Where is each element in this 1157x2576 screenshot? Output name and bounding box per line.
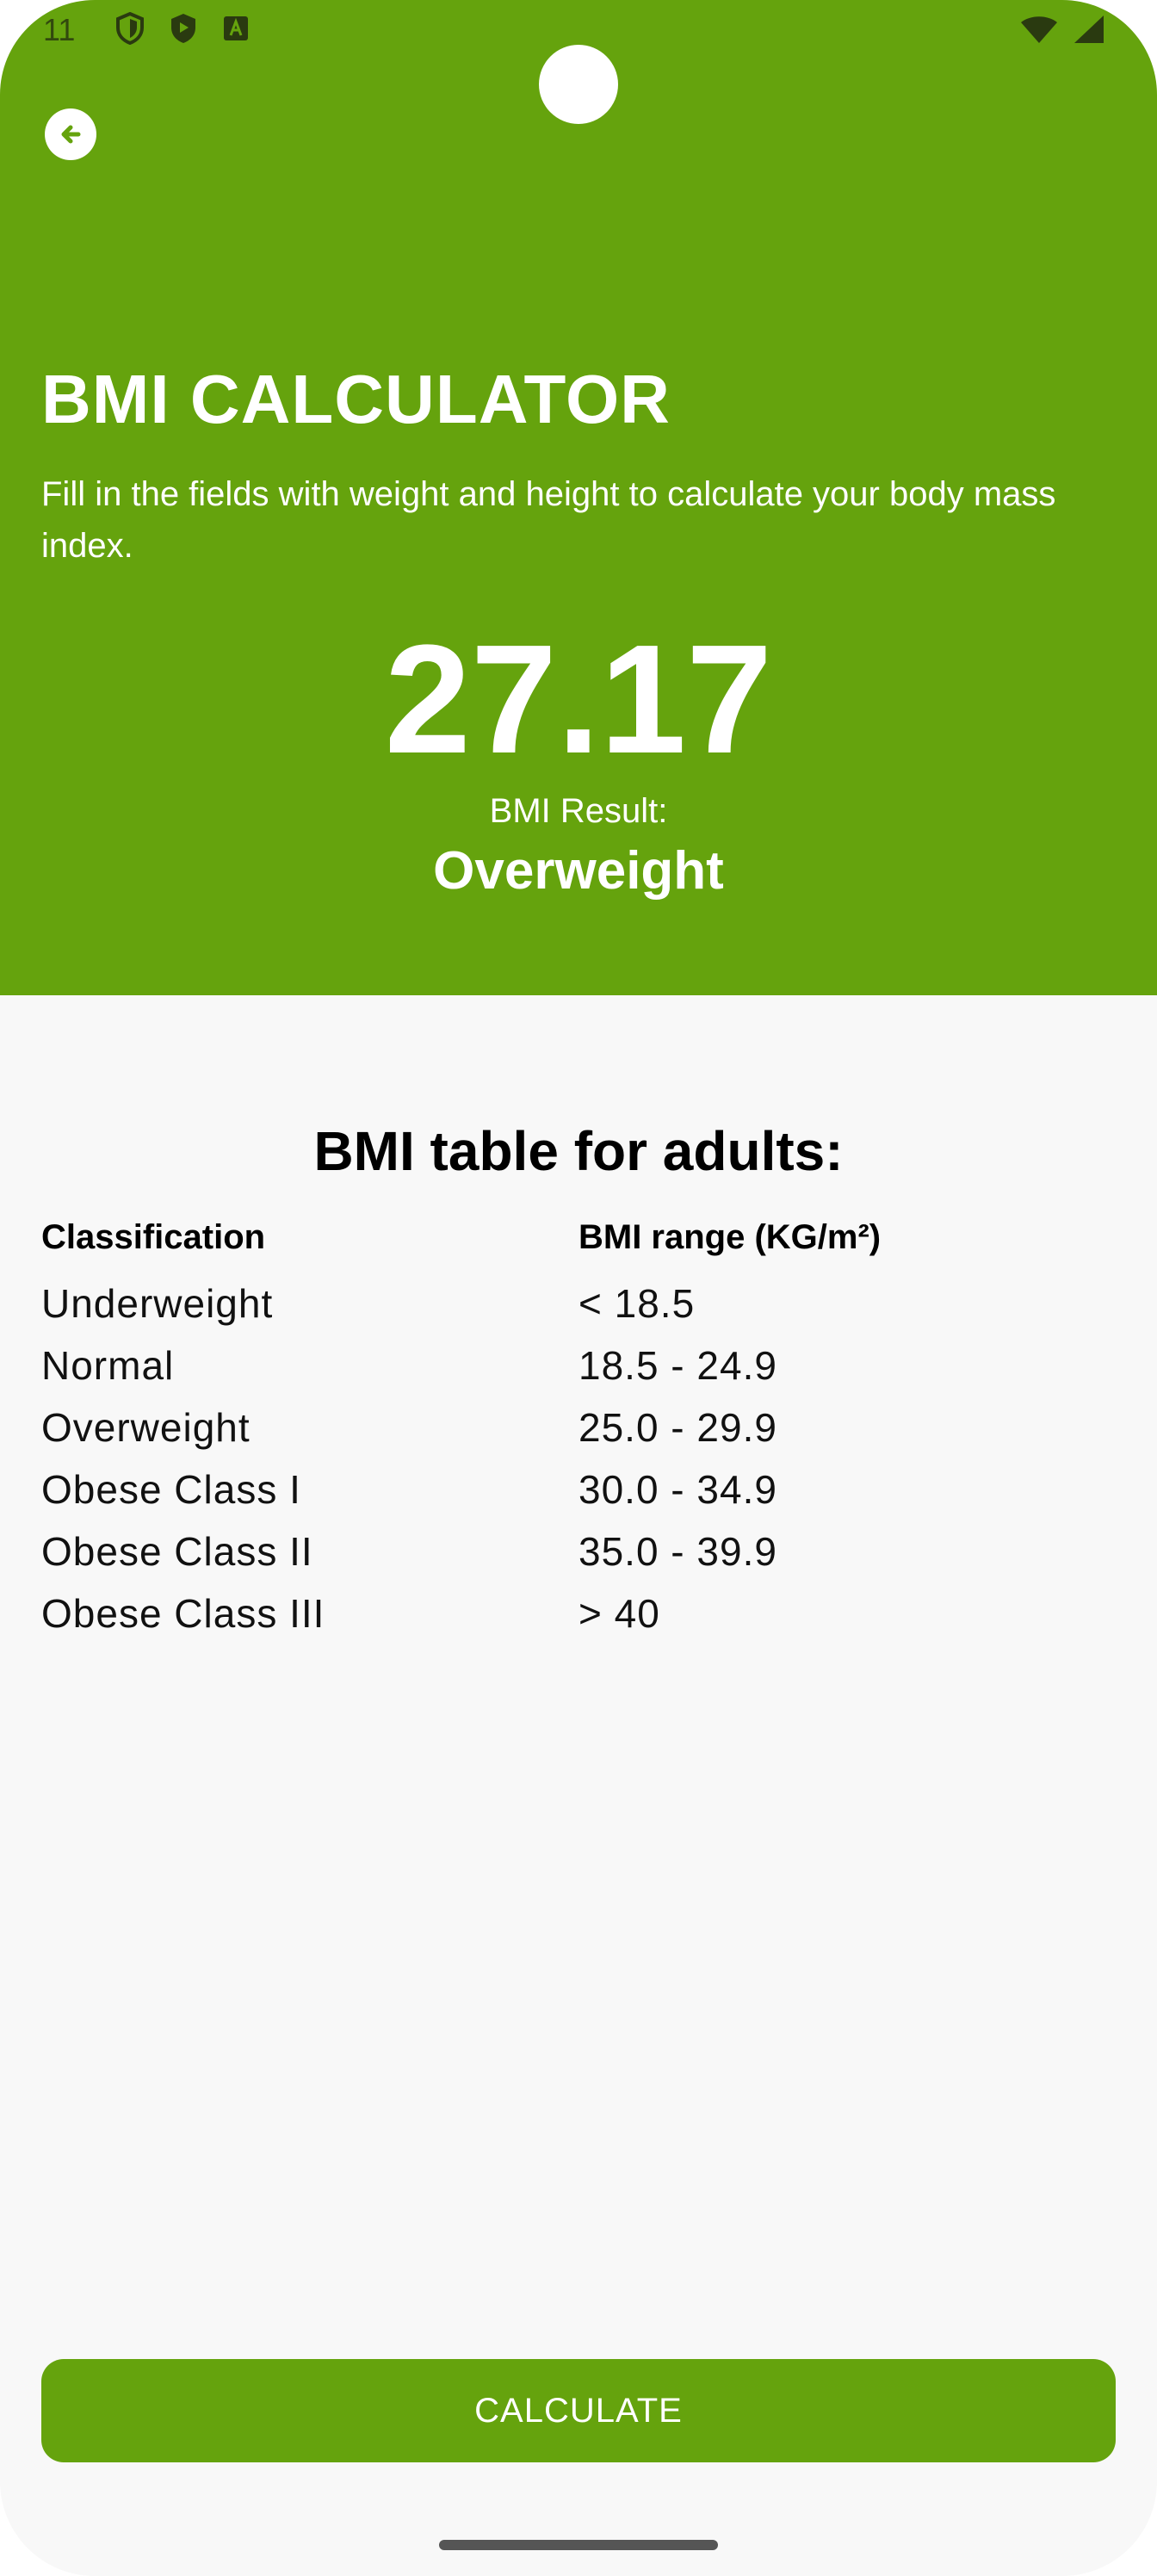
table-title: BMI table for adults:: [313, 1120, 844, 1182]
row-range: 30.0 - 34.9: [578, 1467, 777, 1512]
row-range: < 18.5: [578, 1281, 696, 1326]
camera-cutout: [539, 45, 618, 124]
bmi-classification: Overweight: [433, 841, 724, 901]
row-range: > 40: [578, 1591, 660, 1636]
wifi-icon: [1019, 14, 1059, 49]
bmi-value: 27.17: [384, 613, 773, 786]
page-subtitle: Fill in the fields with weight and heigh…: [41, 475, 1056, 565]
table-header-row: Classification BMI range (KG/m²): [41, 1216, 1116, 1273]
table-row: Underweight < 18.5: [41, 1273, 1116, 1334]
a-badge-icon: [222, 15, 250, 46]
column-header-range: BMI range (KG/m²): [578, 1217, 882, 1256]
status-bar: 11: [0, 0, 1157, 62]
row-classification: Overweight: [41, 1405, 251, 1450]
row-classification: Underweight: [41, 1281, 274, 1326]
shield-icon: [115, 11, 145, 49]
row-classification: Obese Class III: [41, 1591, 325, 1636]
back-button[interactable]: [45, 108, 96, 160]
row-range: 18.5 - 24.9: [578, 1343, 777, 1388]
row-range: 25.0 - 29.9: [578, 1405, 777, 1450]
table-row: Obese Class I 30.0 - 34.9: [41, 1458, 1116, 1520]
calculate-button[interactable]: CALCULATE: [41, 2359, 1116, 2462]
row-classification: Normal: [41, 1343, 175, 1388]
status-time: 11: [43, 12, 76, 47]
signal-icon: [1073, 14, 1105, 49]
column-header-classification: Classification: [41, 1217, 266, 1256]
table-row: Overweight 25.0 - 29.9: [41, 1396, 1116, 1458]
table-row: Obese Class III > 40: [41, 1582, 1116, 1644]
home-indicator[interactable]: [439, 2540, 718, 2550]
bmi-table: Classification BMI range (KG/m²) Underwe…: [41, 1216, 1116, 1644]
header-panel: 11: [0, 0, 1157, 995]
arrow-left-icon: [61, 125, 81, 144]
status-icons-left: [115, 11, 250, 49]
table-row: Obese Class II 35.0 - 39.9: [41, 1520, 1116, 1582]
status-icons-right: [1019, 14, 1105, 49]
bmi-result-label: BMI Result:: [489, 792, 668, 830]
row-classification: Obese Class I: [41, 1467, 301, 1512]
play-shield-icon: [169, 12, 198, 49]
table-row: Normal 18.5 - 24.9: [41, 1334, 1116, 1396]
page-title: BMI CALCULATOR: [41, 361, 671, 437]
row-classification: Obese Class II: [41, 1529, 313, 1574]
row-range: 35.0 - 39.9: [578, 1529, 777, 1574]
